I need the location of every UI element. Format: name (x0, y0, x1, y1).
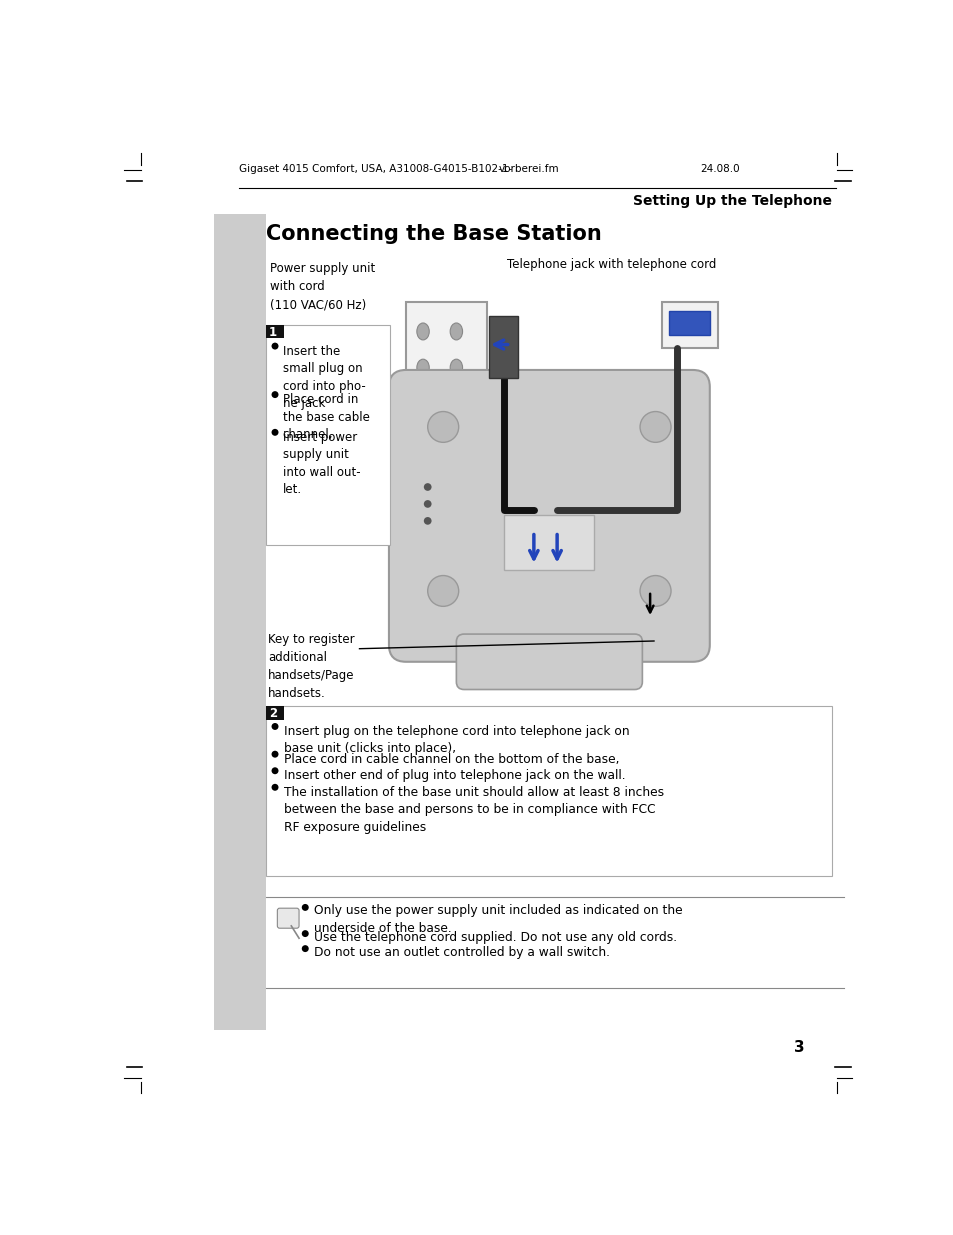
Circle shape (301, 904, 309, 911)
Text: Insert the
small plug on
cord into pho-
ne jack: Insert the small plug on cord into pho- … (282, 345, 365, 410)
Circle shape (639, 576, 670, 606)
Circle shape (272, 342, 278, 350)
FancyBboxPatch shape (504, 515, 594, 571)
Text: Gigaset 4015 Comfort, USA, A31008-G4015-B102-1-: Gigaset 4015 Comfort, USA, A31008-G4015-… (239, 163, 512, 174)
Circle shape (272, 767, 278, 774)
Circle shape (272, 722, 278, 730)
Circle shape (423, 517, 431, 525)
Ellipse shape (450, 324, 462, 340)
Ellipse shape (450, 359, 462, 377)
Circle shape (272, 429, 278, 436)
Circle shape (427, 576, 458, 606)
FancyBboxPatch shape (389, 370, 709, 662)
Text: 24.08.0: 24.08.0 (700, 163, 740, 174)
Text: Only use the power supply unit included as indicated on the
underside of the bas: Only use the power supply unit included … (314, 904, 681, 935)
Text: insert power
supply unit
into wall out-
let.: insert power supply unit into wall out- … (282, 431, 360, 496)
Text: The installation of the base unit should allow at least 8 inches
between the bas: The installation of the base unit should… (283, 785, 663, 834)
Bar (661, 303, 717, 348)
Text: Place cord in
the base cable
channel,: Place cord in the base cable channel, (282, 393, 369, 441)
Bar (266, 706, 283, 720)
Text: Insert plug on the telephone cord into telephone jack on
base unit (clicks into : Insert plug on the telephone cord into t… (283, 725, 629, 756)
Text: Setting Up the Telephone: Setting Up the Telephone (633, 194, 831, 209)
Bar (266, 706, 831, 876)
Text: 2: 2 (269, 708, 276, 720)
Text: Key to register
additional
handsets/Page
handsets.: Key to register additional handsets/Page… (268, 634, 355, 700)
Circle shape (301, 930, 309, 937)
Circle shape (639, 411, 670, 442)
Bar (266, 325, 390, 545)
Circle shape (423, 483, 431, 490)
Text: vorberei.fm: vorberei.fm (498, 163, 559, 174)
Bar (669, 311, 709, 335)
Text: 1: 1 (269, 326, 276, 340)
Circle shape (301, 945, 309, 952)
Circle shape (272, 751, 278, 757)
Text: Power supply unit
with cord
(110 VAC/60 Hz): Power supply unit with cord (110 VAC/60 … (270, 262, 375, 311)
Text: Use the telephone cord supplied. Do not use any old cords.: Use the telephone cord supplied. Do not … (314, 930, 677, 944)
Circle shape (272, 391, 278, 398)
Circle shape (272, 784, 278, 790)
FancyBboxPatch shape (456, 634, 641, 689)
Ellipse shape (416, 359, 429, 377)
Text: Connecting the Base Station: Connecting the Base Station (266, 224, 601, 243)
Text: Place cord in cable channel on the bottom of the base,: Place cord in cable channel on the botto… (283, 752, 618, 766)
Bar (488, 316, 517, 378)
Circle shape (427, 411, 458, 442)
FancyBboxPatch shape (277, 908, 298, 929)
Bar (266, 325, 283, 338)
Text: Insert other end of plug into telephone jack on the wall.: Insert other end of plug into telephone … (283, 769, 624, 782)
Circle shape (423, 500, 431, 508)
Ellipse shape (416, 324, 429, 340)
Bar (213, 214, 266, 1030)
Text: Do not use an outlet controlled by a wall switch.: Do not use an outlet controlled by a wal… (314, 946, 609, 958)
Bar (406, 303, 487, 406)
Ellipse shape (435, 385, 444, 396)
Text: 3: 3 (794, 1040, 804, 1055)
Text: Telephone jack with telephone cord: Telephone jack with telephone cord (506, 258, 716, 270)
